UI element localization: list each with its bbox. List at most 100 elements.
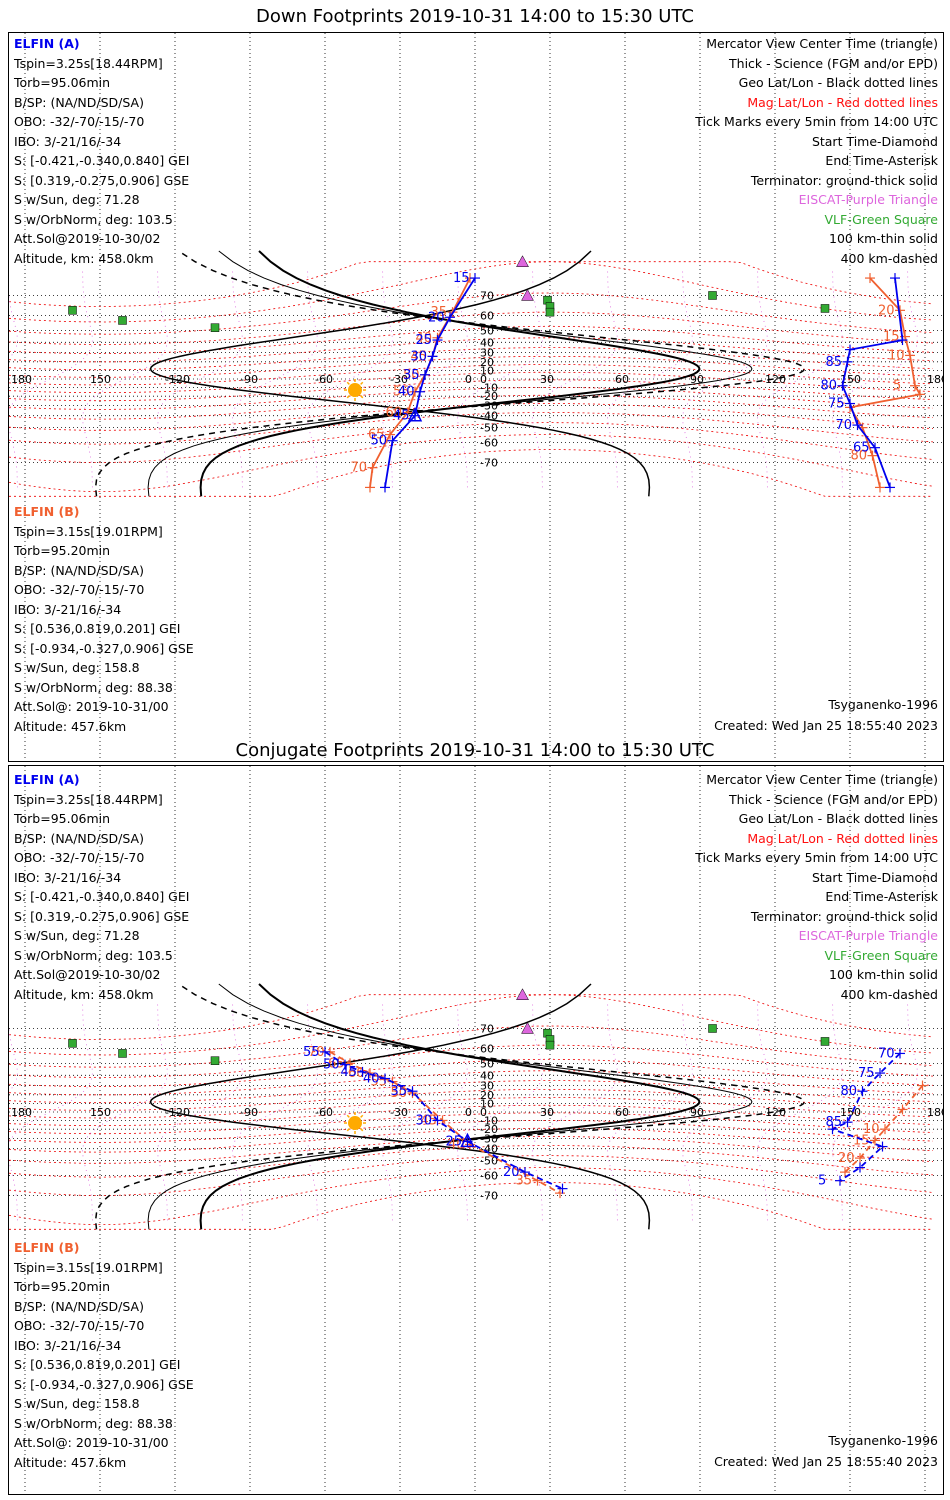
eiscat-site-marker — [516, 255, 529, 267]
elfin-b-line: Altitude: 457.6km — [14, 1454, 127, 1470]
track-time-label: 80 — [821, 379, 838, 394]
mag-lon-line — [457, 270, 543, 488]
elfin-b-track-east — [848, 277, 922, 488]
elfin-a-line: Tspin=3.25s[18.44RPM] — [14, 55, 163, 71]
elfin-a-line: Att.Sol@2019-10-30/02 — [14, 231, 161, 246]
mag-lon-line — [757, 270, 843, 488]
map-panel-down[interactable]: 70 60 50 40 30 20 10 0 -10 -20 -30 -40 -50 -60 -70 180 1… — [8, 32, 944, 762]
track-time-label: 70 — [351, 461, 368, 476]
mag-lon-line — [832, 270, 918, 488]
track-time-label: 50 — [403, 368, 420, 383]
elfin-a-info-conjugate: ELFIN (A) Tspin=3.25s[18.44RPM] Torb=95.… — [14, 770, 189, 1004]
track-time-label: 30 — [411, 349, 428, 364]
elfin-b-line: OBO: -32/-70/-15/-70 — [14, 1318, 145, 1333]
geo-lat-label: 20 — [480, 356, 494, 369]
legend-conjugate: Mercator View Center Time (triangle) Thi… — [695, 770, 938, 1004]
map-panel-conjugate[interactable]: 70 60 50 40 30 20 10 0 -10 -20 -30 -40 -50 -60 -70 180 1… — [8, 765, 944, 1495]
elfin-b-info-down: ELFIN (B) Tspin=3.15s[19.01RPM] Torb=95.… — [14, 502, 194, 736]
mag-lat-line — [9, 364, 934, 386]
mag-lat-line — [9, 1025, 934, 1068]
mag-lat-line — [9, 371, 934, 394]
geo-lat-label: -60 — [480, 1169, 498, 1182]
geo-lat-label: -50 — [480, 1155, 498, 1168]
track-time-label: 40 — [416, 331, 433, 346]
vlf-site-marker — [210, 1056, 220, 1065]
track-time-label: 75 — [828, 397, 845, 412]
track-time-label: 60 — [386, 405, 403, 420]
track-time-label: 35 — [391, 1084, 408, 1099]
mag-lat-line — [9, 434, 934, 493]
geo-lat-label: 30 — [480, 1080, 494, 1093]
vlf-site-marker — [210, 323, 220, 332]
legend-400km: 400 km-dashed — [840, 250, 938, 266]
elfin-a-line: B/SP: (NA/ND/SD/SA) — [14, 94, 144, 110]
track-time-label: 40 — [363, 1072, 380, 1087]
elfin-b-line: S: [-0.934,-0.327,0.906] GSE — [14, 1376, 194, 1392]
legend-start-time: Start Time-Diamond — [811, 133, 938, 149]
elfin-b-line: Torb=95.20min — [14, 1279, 111, 1294]
track-time-label: 50 — [371, 434, 388, 449]
geo-lon-label: 60 — [615, 373, 629, 386]
track-time-label: 65 — [368, 428, 385, 443]
elfin-b-line: S w/Sun, deg: 158.8 — [14, 1396, 140, 1411]
geo-lon-label: -90 — [240, 1106, 258, 1119]
sun-ray — [360, 395, 364, 399]
legend-100km: 100 km-thin solid — [829, 967, 938, 982]
sun-ray — [346, 395, 350, 399]
track-time-label: 45 — [411, 349, 428, 364]
panel-title-conjugate: Conjugate Footprints 2019-10-31 14:00 to… — [235, 740, 715, 761]
mag-lon-line — [9, 270, 93, 488]
track-time-label: 15 — [453, 271, 470, 286]
track-time-label: 40 — [448, 1137, 465, 1152]
mag-lat-line — [9, 386, 934, 410]
elfin-a-label: ELFIN (A) — [14, 36, 80, 51]
track-time-label: 55 — [393, 385, 410, 400]
mag-lat-line — [9, 311, 934, 345]
track-time-label: 60 — [348, 1066, 365, 1081]
legend-down: Mercator View Center Time (triangle) Thi… — [695, 34, 938, 268]
mag-lat-line — [9, 1058, 934, 1087]
sun-ray — [346, 1128, 350, 1132]
track-time-label: 50 — [323, 1058, 340, 1073]
legend-mag-grid: Mag Lat/Lon - Red dotted lines — [747, 830, 938, 846]
geo-lat-label: 30 — [480, 347, 494, 360]
elfin-b-info-conjugate: ELFIN (B) Tspin=3.15s[19.01RPM] Torb=95.… — [14, 1238, 194, 1472]
elfin-b-line: S: [-0.934,-0.327,0.906] GSE — [14, 640, 194, 656]
elfin-a-line: S: [0.319,-0.275,0.906] GSE — [14, 172, 190, 188]
track-time-label: 65 — [853, 441, 870, 456]
mag-lat-line — [9, 1136, 934, 1164]
geo-lat-label: 0 — [480, 373, 487, 386]
mag-lat-line — [9, 1182, 933, 1230]
mag-lon-line — [307, 1003, 393, 1221]
geo-lon-label: 150 — [90, 373, 111, 386]
vlf-site-marker — [708, 1024, 717, 1033]
track-time-label: 65 — [328, 1056, 345, 1071]
track-time-label: 50 — [391, 1086, 408, 1101]
vlf-site-marker — [820, 304, 830, 313]
geo-lat-label: 40 — [480, 336, 494, 349]
legend-science: Thick - Science (FGM and/or EPD) — [729, 55, 938, 71]
track-time-label: 25 — [416, 333, 433, 348]
legend-geo-grid: Geo Lat/Lon - Black dotted lines — [738, 811, 938, 826]
sun-ray — [360, 1128, 364, 1132]
elfin-a-line: S: [-0.421,-0.340,0.840] GEI — [14, 889, 190, 904]
elfin-a-line: S w/OrbNorm, deg: 103.5 — [14, 211, 173, 227]
geo-lon-label: -30 — [390, 373, 408, 386]
geo-lon-label: 30 — [540, 1106, 554, 1119]
geo-lon-label: 120 — [765, 373, 786, 386]
geo-lon-label: -60 — [315, 373, 333, 386]
sun-ray — [360, 1114, 364, 1118]
elfin-b-line: Att.Sol@: 2019-10-31/00 — [14, 1435, 169, 1450]
elfin-b-line: Att.Sol@: 2019-10-31/00 — [14, 699, 169, 714]
created-label-conjugate: Created: Wed Jan 25 18:55:40 2023 — [714, 1454, 938, 1469]
elfin-b-line: Tspin=3.15s[19.01RPM] — [14, 523, 163, 539]
elfin-b-label: ELFIN (B) — [14, 1240, 80, 1255]
mag-lat-line — [9, 449, 933, 497]
track-time-label: 5 — [893, 379, 901, 394]
elfin-b-line: IBO: 3/-21/16/-34 — [14, 601, 122, 617]
mag-lat-line — [9, 355, 934, 378]
mag-lon-line — [382, 1003, 468, 1221]
track-time-label: 80 — [841, 1084, 858, 1099]
center-time-triangle — [407, 407, 423, 422]
